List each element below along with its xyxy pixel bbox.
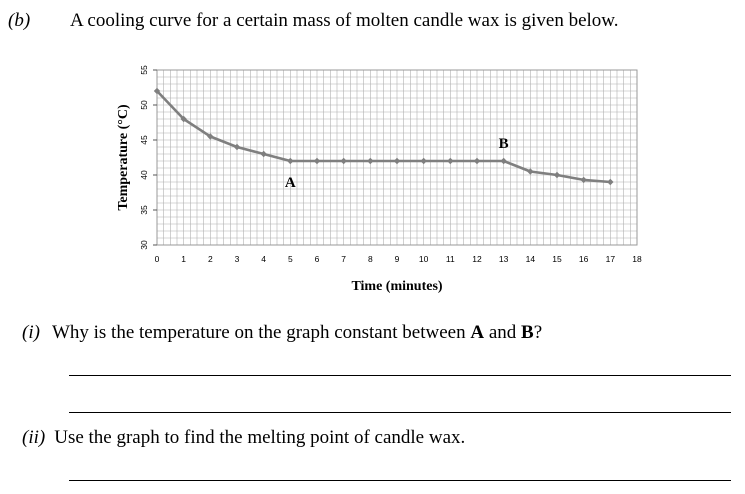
data-point [313, 157, 321, 165]
data-point [260, 150, 267, 158]
x-tick-label: 11 [446, 254, 455, 264]
x-tick-label: 0 [155, 254, 160, 264]
x-tick-label: 14 [526, 254, 536, 264]
y-tick-label: 30 [139, 240, 149, 250]
x-tick-label: 15 [552, 254, 562, 264]
x-tick-label: 18 [632, 254, 642, 264]
part-b-label: (b) [8, 10, 31, 31]
point-label-b: B [499, 136, 509, 152]
x-tick-label: 2 [208, 254, 213, 264]
data-point [447, 157, 454, 165]
y-tick-label: 40 [139, 170, 149, 180]
data-point [607, 178, 614, 186]
question-ii: (ii) Use the graph to find the melting po… [22, 427, 465, 449]
x-tick-label: 4 [261, 254, 266, 264]
data-point [340, 157, 347, 165]
x-tick-label: 12 [472, 254, 482, 264]
x-tick-label: 10 [419, 254, 429, 264]
data-point [233, 143, 241, 151]
data-point [153, 87, 161, 95]
x-tick-label: 7 [341, 254, 346, 264]
sub-i-text-3: ? [533, 322, 543, 343]
x-tick-label: 8 [368, 254, 373, 264]
x-axis-title: Time (minutes) [351, 279, 442, 294]
y-tick-label: 45 [139, 135, 149, 145]
y-axis-title: Temperature (°C) [116, 104, 131, 211]
answer-line-1[interactable] [69, 375, 731, 376]
x-tick-label: 16 [579, 254, 589, 264]
y-tick-label: 55 [139, 65, 149, 75]
y-tick-label: 50 [139, 100, 149, 110]
x-tick-label: 13 [499, 254, 509, 264]
x-tick-label: 5 [288, 254, 293, 264]
data-point [500, 157, 507, 165]
data-point [580, 176, 587, 184]
data-point [180, 115, 187, 123]
data-point [367, 157, 374, 165]
cooling-curve-line [156, 90, 611, 184]
x-tick-label: 3 [235, 254, 240, 264]
sub-ii-label: (ii) [22, 427, 46, 448]
sub-i-label: (i) [22, 322, 40, 343]
data-point [473, 157, 481, 165]
part-b-text: A cooling curve for a certain mass of mo… [70, 10, 619, 31]
sub-i-text-2: and [484, 322, 521, 343]
sub-i-text-1: Why is the temperature on the graph cons… [51, 322, 471, 343]
data-point [393, 157, 401, 165]
question-i: (i) Why is the temperature on the graph c… [22, 322, 542, 344]
data-point [287, 157, 294, 165]
data-point [553, 171, 561, 179]
data-point [420, 157, 427, 165]
answer-line-3[interactable] [69, 480, 731, 481]
x-tick-label: 17 [606, 254, 616, 264]
x-tick-label: 9 [395, 254, 400, 264]
answer-line-2[interactable] [69, 412, 731, 413]
plot-border [156, 69, 638, 246]
x-tick-label: 1 [181, 254, 186, 264]
x-tick-label: 6 [315, 254, 320, 264]
sub-ii-text: Use the graph to find the melting point … [54, 427, 466, 448]
sub-i-bold-b: B [521, 322, 534, 343]
y-tick-label: 35 [139, 205, 149, 215]
data-point [527, 168, 534, 175]
sub-i-bold-a: A [470, 322, 485, 343]
point-label-a: A [285, 175, 296, 191]
data-point [207, 133, 214, 140]
